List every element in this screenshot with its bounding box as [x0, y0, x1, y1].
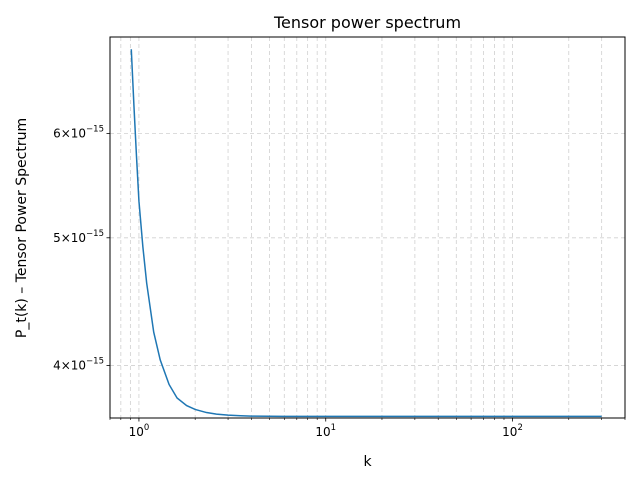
x-tick-exponent: 2 [517, 423, 522, 433]
y-tick-label: 4×10−15 [53, 357, 104, 373]
y-tick-times: × [61, 359, 71, 373]
y-tick-label: 5×10−15 [53, 229, 104, 245]
x-axis-label: k [363, 454, 372, 470]
y-tick-exponent: −15 [86, 229, 104, 239]
chart-title: Tensor power spectrum [273, 13, 461, 32]
y-tick-mantissa: 5 [53, 231, 61, 245]
x-tick-base: 10 [315, 425, 330, 439]
y-tick-base: 10 [71, 231, 86, 245]
x-tick-exponent: 0 [144, 423, 149, 433]
x-tick-base: 10 [129, 425, 144, 439]
y-tick-base: 10 [71, 359, 86, 373]
y-axis-label: P_t(k) – Tensor Power Spectrum [14, 118, 30, 338]
y-tick-label: 6×10−15 [53, 124, 104, 140]
y-tick-base: 10 [71, 126, 86, 140]
x-tick-label: 102 [502, 423, 523, 439]
series-line [130, 49, 602, 418]
y-tick-exponent: −15 [86, 124, 104, 134]
x-tick-exponent: 1 [331, 423, 336, 433]
y-tick-mantissa: 4 [53, 359, 61, 373]
y-tick-times: × [61, 126, 71, 140]
x-tick-label: 100 [129, 423, 150, 439]
plot-frame [109, 36, 626, 419]
y-tick-mantissa: 6 [53, 126, 61, 140]
x-tick-label: 101 [315, 423, 336, 439]
y-tick-times: × [61, 231, 71, 245]
y-tick-exponent: −15 [86, 357, 104, 367]
x-tick-base: 10 [502, 425, 517, 439]
